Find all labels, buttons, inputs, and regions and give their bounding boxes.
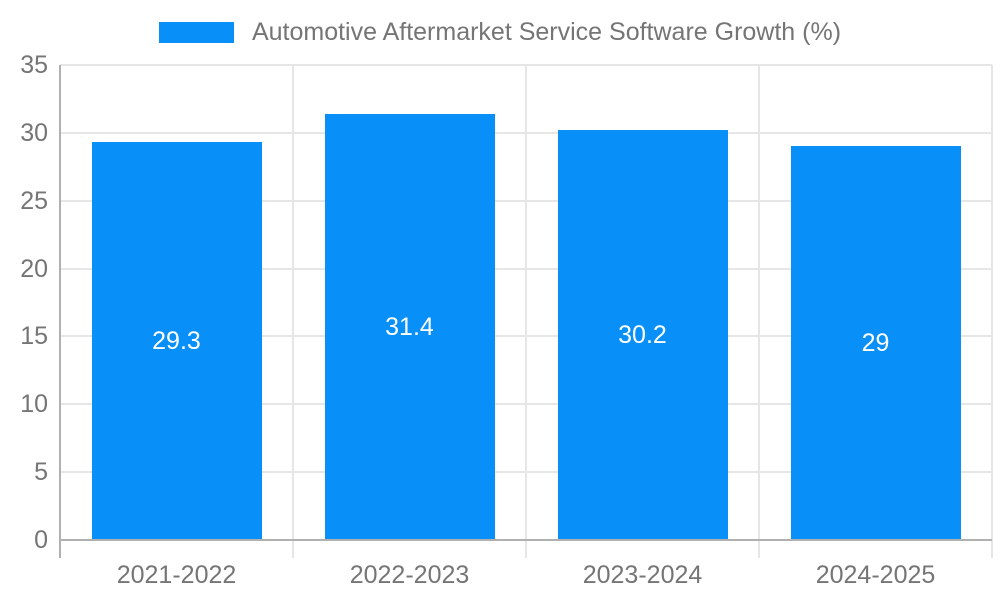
bar-2024-2025[interactable]: 29 [790, 146, 961, 540]
bar-value-label: 31.4 [385, 312, 434, 341]
bar-value-label: 29.3 [152, 327, 201, 356]
plot-right-border [991, 65, 993, 558]
x-axis-line [60, 539, 992, 541]
y-tick-label-20: 20 [20, 254, 48, 283]
legend-label: Automotive Aftermarket Service Software … [251, 17, 842, 46]
y-axis-line [59, 65, 61, 558]
y-tick-label-30: 30 [20, 118, 48, 147]
y-tick-label-0: 0 [34, 526, 48, 554]
bar-2022-2023[interactable]: 31.4 [324, 113, 495, 540]
x-tick-label-2024-2025: 2024-2025 [815, 561, 936, 589]
x-tick-label-2023-2024: 2023-2024 [582, 561, 703, 589]
bar-value-label: 30.2 [618, 321, 667, 350]
gridline-x-boundary [758, 65, 760, 558]
plot-area: 29.3 31.4 30.2 29 [59, 64, 993, 558]
bar-value-label: 29 [861, 329, 890, 358]
y-tick-label-5: 5 [34, 458, 48, 487]
y-tick-label-15: 15 [20, 322, 48, 351]
gridline-x-boundary [292, 65, 294, 558]
y-tick-label-10: 10 [20, 390, 48, 419]
y-tick-label-35: 35 [20, 51, 48, 79]
bar-2021-2022[interactable]: 29.3 [91, 142, 262, 540]
legend-swatch [158, 21, 234, 43]
x-tick-label-2021-2022: 2021-2022 [116, 561, 237, 589]
gridline-x-boundary [525, 65, 527, 558]
y-tick-label-25: 25 [20, 186, 48, 215]
legend[interactable]: Automotive Aftermarket Service Software … [0, 16, 1000, 48]
bar-2023-2024[interactable]: 30.2 [557, 130, 728, 540]
x-tick-label-2022-2023: 2022-2023 [349, 561, 470, 589]
